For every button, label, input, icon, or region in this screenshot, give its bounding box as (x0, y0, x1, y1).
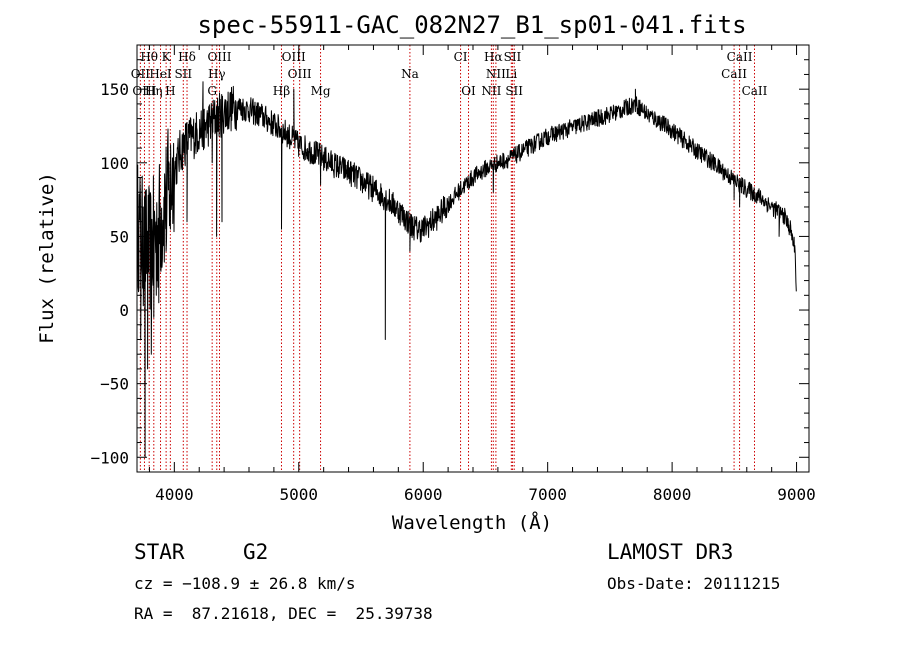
x-tick-label: 4000 (155, 485, 194, 504)
spectral-line-label: OIII (288, 67, 312, 81)
survey-name: LAMOST DR3 (607, 540, 733, 564)
spectrum-line (136, 81, 797, 458)
x-tick-label: 9000 (777, 485, 816, 504)
spectral-line-label: OI (461, 84, 476, 98)
spectral-line-label: Hγ (208, 67, 226, 81)
coordinates: RA = 87.21618, DEC = 25.39738 (134, 604, 433, 623)
x-tick-label: 6000 (404, 485, 443, 504)
spectral-line-label: Hδ (178, 50, 196, 64)
spectral-line-label: Na (401, 67, 419, 81)
y-tick-label: 100 (100, 154, 129, 173)
spectral-line-label: NII (481, 84, 501, 98)
x-tick-label: 7000 (528, 485, 567, 504)
redshift-value: cz = −108.9 ± 26.8 km/s (134, 574, 356, 593)
observation-date: Obs-Date: 20111215 (607, 574, 780, 593)
spectral-line-label: OIII (282, 50, 306, 64)
y-tick-label: 0 (119, 301, 129, 320)
spectral-line-label: OIII (207, 50, 231, 64)
y-tick-label: −100 (90, 448, 129, 467)
spectral-line-label: OIII (132, 84, 156, 98)
object-type: STAR (134, 540, 185, 564)
spectral-line-label: K (162, 50, 172, 64)
y-tick-label: 150 (100, 80, 129, 99)
spectral-line-label: Hβ (273, 84, 290, 98)
y-axis-label: Flux (relative) (36, 172, 58, 344)
spectral-line-label: Hη (145, 84, 163, 98)
spectral-line-label: SII (174, 67, 192, 81)
x-axis-ticks: 4000 5000 6000 7000 8000 9000 (148, 45, 816, 504)
chart-title: spec-55911-GAC_082N27_B1_sp01-041.fits (197, 11, 746, 39)
spectral-line-label: SII (504, 50, 522, 64)
spectral-line-label: Hθ (140, 50, 158, 64)
spectral-line-label: CaII (742, 84, 768, 98)
y-tick-label: 50 (110, 227, 129, 246)
spectral-line-label: Li (505, 67, 517, 81)
y-tick-label: −50 (100, 375, 129, 394)
spectral-line-label: SII (505, 84, 523, 98)
y-axis-ticks: −100 −50 0 50 100 150 (90, 59, 809, 467)
x-tick-label: 8000 (653, 485, 692, 504)
spectrum-layer (136, 81, 797, 458)
spectral-line-label: CaII (727, 50, 753, 64)
spectral-line-label: HeI (149, 67, 172, 81)
x-axis-label: Wavelength (Å) (392, 511, 552, 534)
spectral-line-label: CI (454, 50, 468, 64)
spectral-line-label: CaII (721, 67, 747, 81)
spectral-line-label: G (207, 84, 217, 98)
spectral-line-label: NII (486, 67, 506, 81)
spectral-line-label: H (165, 84, 175, 98)
spectral-line-label: Mg (311, 84, 331, 98)
spectral-class: G2 (243, 540, 268, 564)
x-tick-label: 5000 (280, 485, 319, 504)
spectral-line-label: Hα (484, 50, 503, 64)
